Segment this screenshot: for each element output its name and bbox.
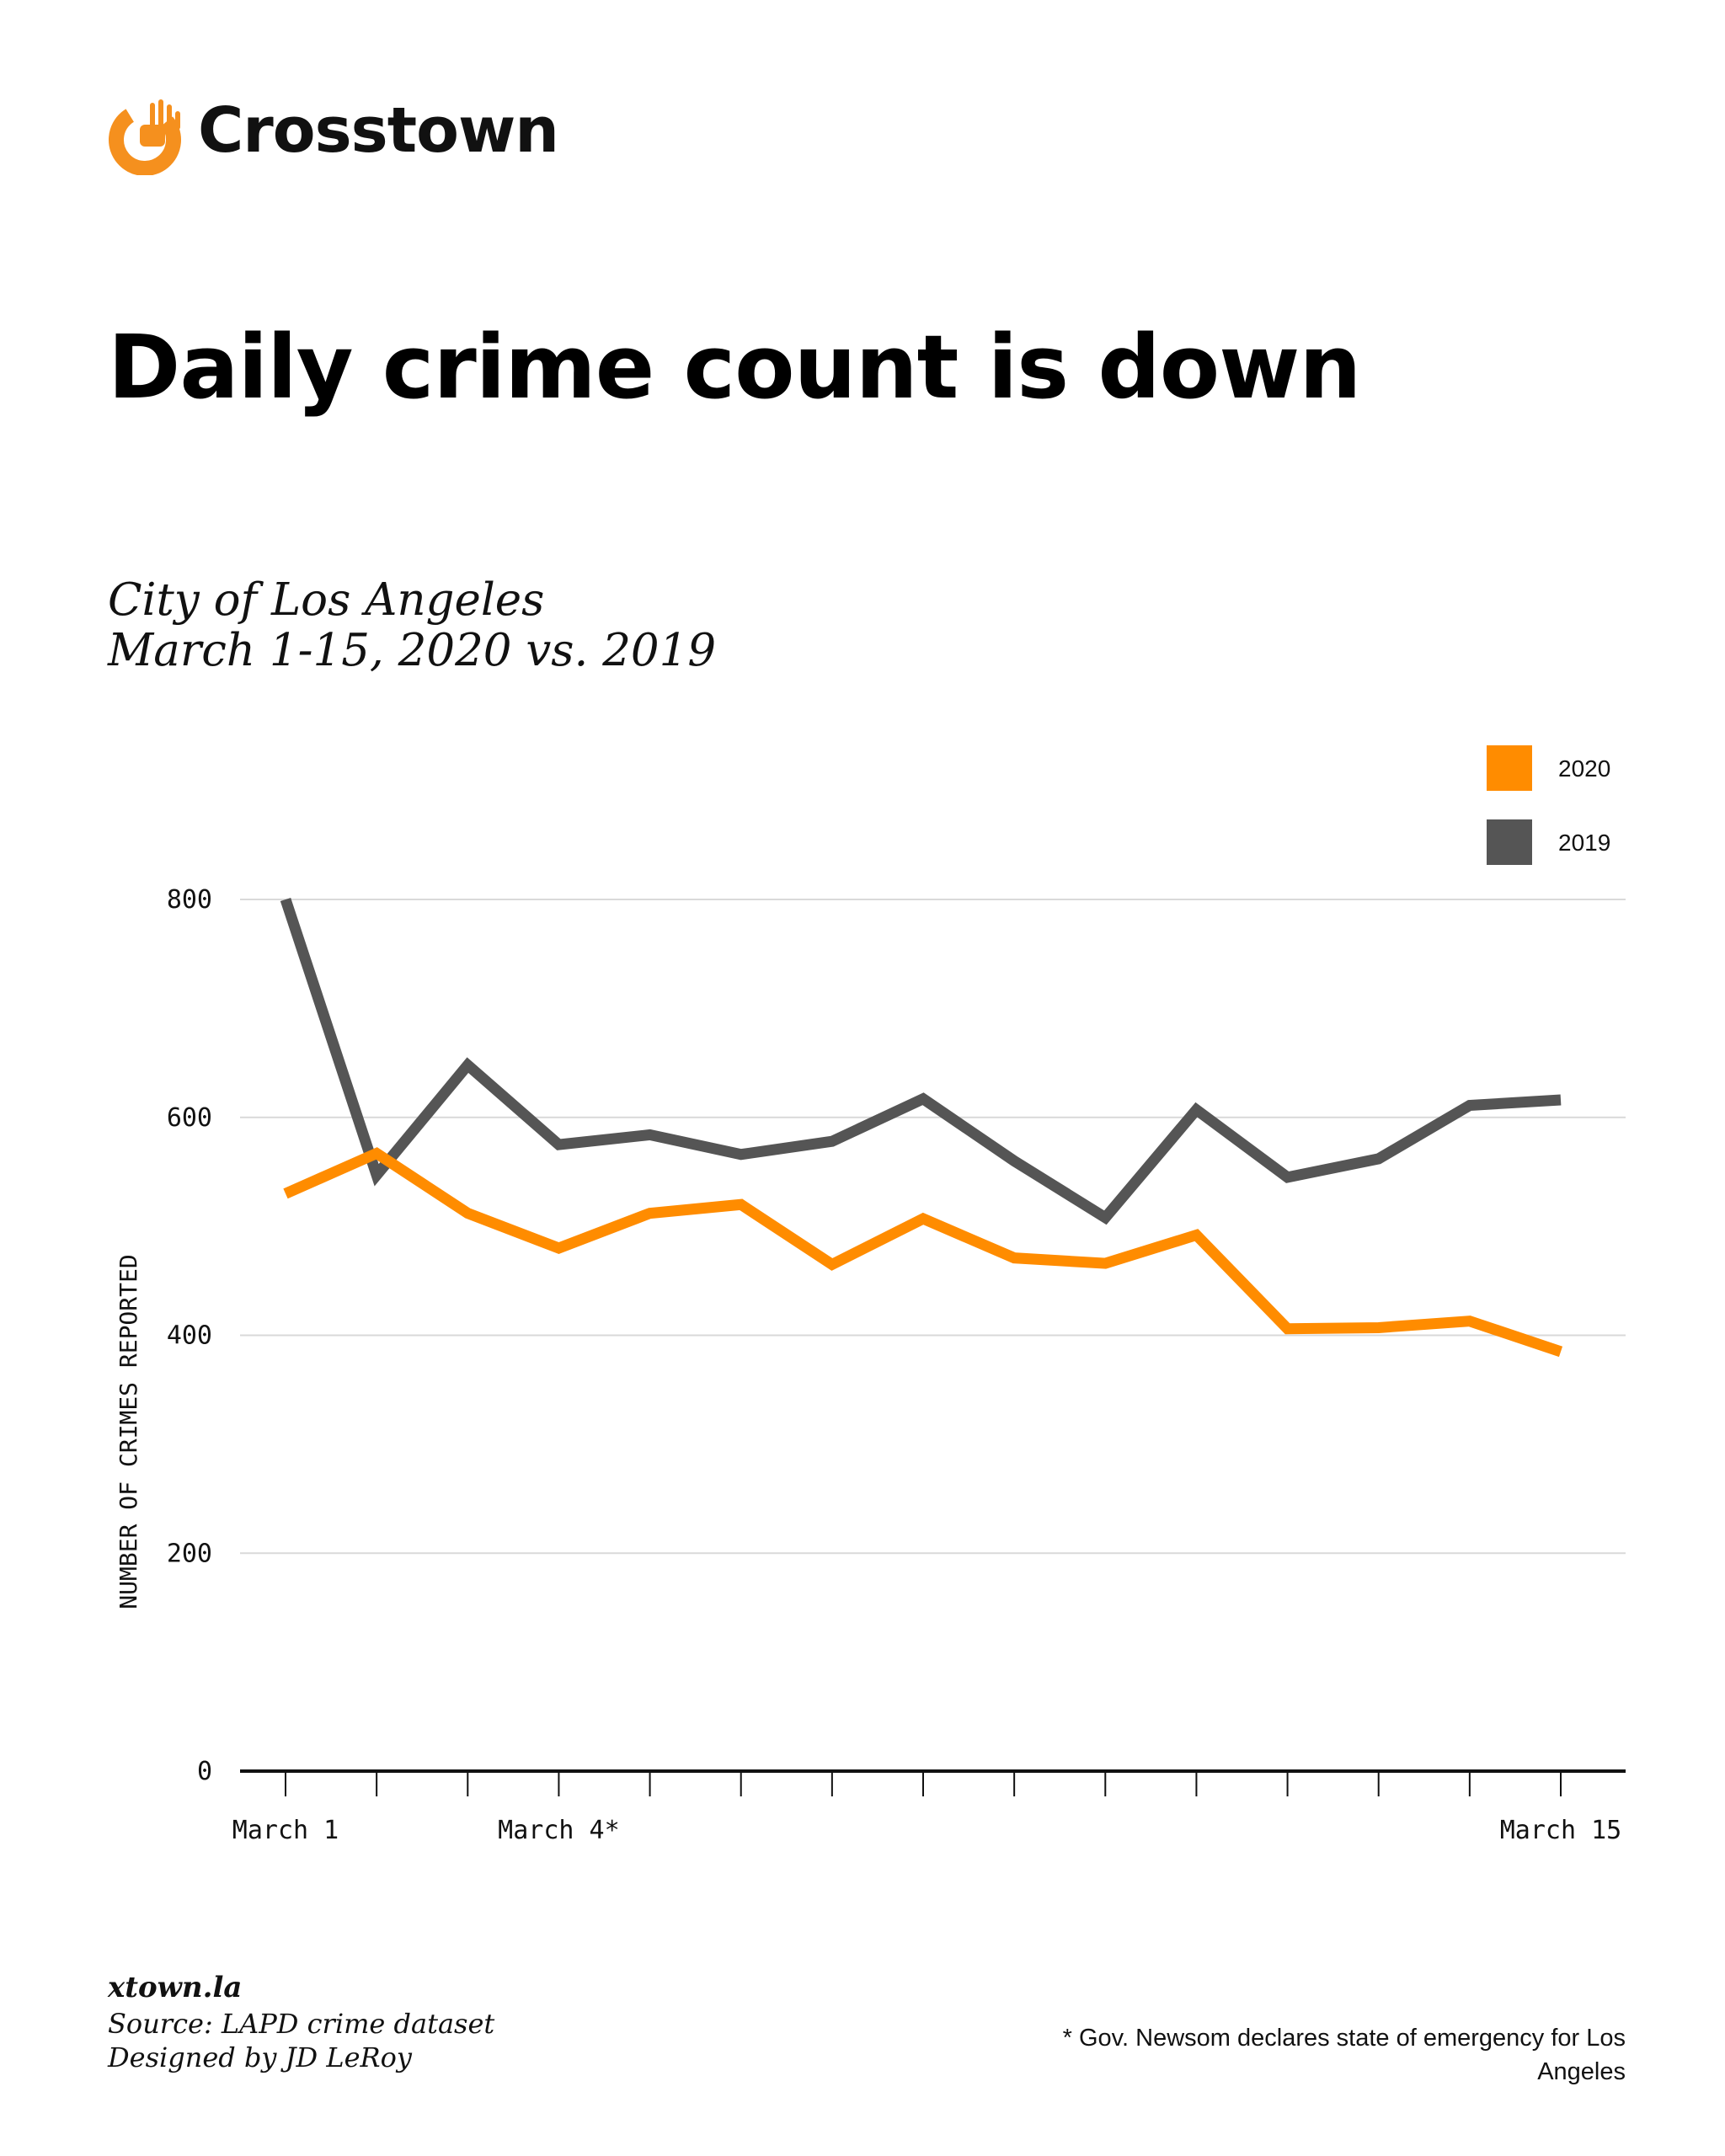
y-tick-label-800: 800 [167, 885, 212, 915]
legend-swatch-2019 [1487, 819, 1532, 865]
axis-labels: 0 200 400 600 800 March 1 March 4* March 15 NUMB… [115, 885, 1621, 1845]
y-tick-label-0: 0 [197, 1757, 212, 1786]
legend-swatch-2020 [1487, 745, 1532, 791]
legend-label-2019: 2019 [1558, 830, 1610, 856]
x-tick-label: March 15 [1500, 1816, 1622, 1845]
x-axis [240, 1769, 1626, 1796]
y-tick-label-600: 600 [167, 1103, 212, 1133]
y-tick-label-400: 400 [167, 1321, 212, 1351]
x-tick-label: March 1 [232, 1816, 339, 1845]
chart-subtitle-dates: March 1-15, 2020 vs. 2019 [108, 625, 717, 676]
legend-label-2020: 2020 [1558, 755, 1610, 782]
footer-site: xtown.la [108, 1971, 243, 2004]
series-lines [280, 897, 1563, 1358]
legend: 2020 2019 [1487, 745, 1610, 865]
series-line-2020 [283, 1147, 1563, 1358]
crosstown-logo-icon [109, 99, 181, 175]
x-tick-label: March 4* [498, 1816, 620, 1845]
page-title: Daily crime count is down [108, 316, 1361, 419]
y-axis-label: NUMBER OF CRIMES REPORTED [115, 1254, 142, 1609]
series-line-2019 [280, 897, 1562, 1225]
chart-subtitle-location: City of Los Angeles [108, 574, 545, 626]
footnote-annotation: * Gov. Newsom declares state of emergenc… [1062, 2025, 1626, 2085]
gridlines [240, 899, 1626, 1555]
footer-source: Source: LAPD crime dataset [108, 2008, 495, 2040]
footer-designer: Designed by JD LeRoy [108, 2041, 412, 2073]
brand-name: Crosstown [198, 94, 559, 167]
y-tick-label-200: 200 [167, 1539, 212, 1568]
